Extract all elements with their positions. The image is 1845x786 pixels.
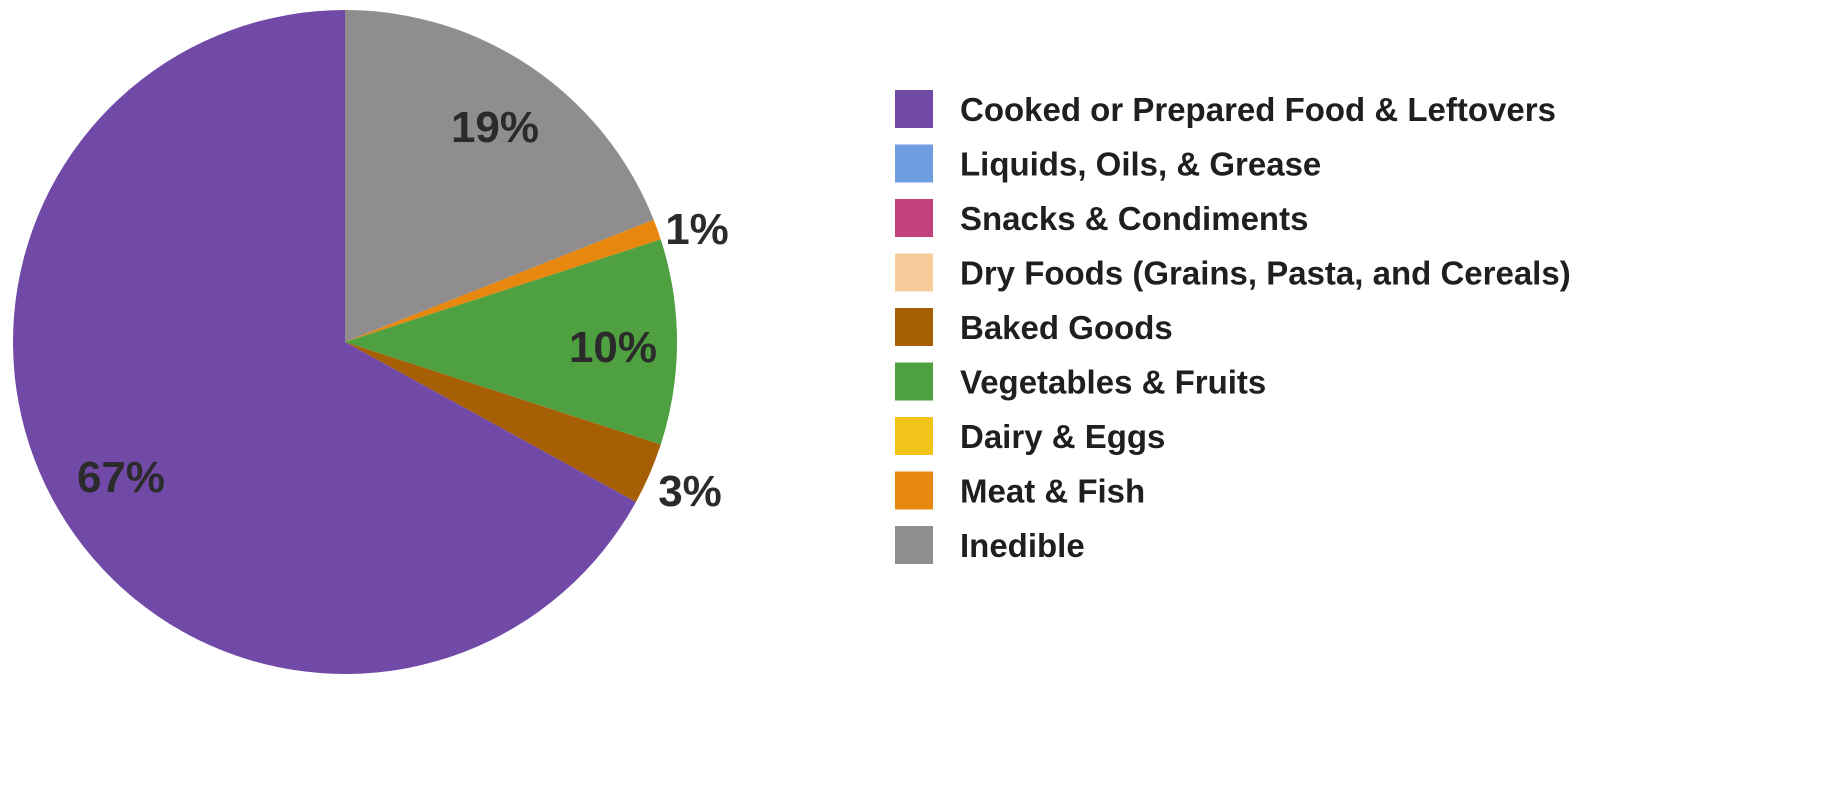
pie-slice-meat-fish <box>345 219 661 342</box>
slice-label-meat-fish: 1% <box>665 205 729 254</box>
legend-label: Liquids, Oils, & Grease <box>960 146 1321 183</box>
pie-slice-cooked-or-prepared-food-leftovers <box>12 10 636 674</box>
pie-slices <box>12 10 677 674</box>
legend-swatch <box>895 199 933 237</box>
legend-swatch <box>895 526 933 564</box>
legend-item-baked-goods: Baked Goods <box>895 308 1173 346</box>
pie-slice-inedible <box>345 10 654 342</box>
legend-item-meat-fish: Meat & Fish <box>895 471 1145 510</box>
slice-label-cooked-or-prepared-food-leftovers: 67% <box>77 453 165 502</box>
legend-label: Cooked or Prepared Food & Leftovers <box>960 91 1556 128</box>
legend-swatch <box>895 253 933 292</box>
slice-label-vegetables-fruits: 10% <box>569 323 657 372</box>
legend-item-inedible: Inedible <box>895 526 1085 564</box>
legend-label: Vegetables & Fruits <box>960 364 1266 401</box>
legend-swatch <box>895 417 933 455</box>
legend-item-dairy-eggs: Dairy & Eggs <box>895 417 1165 455</box>
legend-label: Dry Foods (Grains, Pasta, and Cereals) <box>960 255 1571 292</box>
legend-item-cooked-or-prepared-food-leftovers: Cooked or Prepared Food & Leftovers <box>895 90 1556 128</box>
slice-label-inedible: 19% <box>451 103 539 152</box>
legend-item-vegetables-fruits: Vegetables & Fruits <box>895 362 1266 401</box>
legend-swatch <box>895 308 933 346</box>
pie-slice-vegetables-fruits <box>345 239 677 445</box>
legend: Cooked or Prepared Food & Leftovers Liqui… <box>895 90 1571 564</box>
pie-slice-labels: 19% 1% 10% 3% 67% <box>77 103 729 516</box>
legend-label: Baked Goods <box>960 309 1173 346</box>
legend-item-dry-foods-grains-pasta-and-cereals: Dry Foods (Grains, Pasta, and Cereals) <box>895 253 1571 292</box>
legend-swatch <box>895 471 933 510</box>
legend-swatch <box>895 90 933 128</box>
legend-label: Snacks & Condiments <box>960 200 1308 237</box>
legend-label: Dairy & Eggs <box>960 418 1165 455</box>
legend-swatch <box>895 362 933 401</box>
legend-label: Inedible <box>960 527 1085 564</box>
legend-label: Meat & Fish <box>960 473 1145 510</box>
legend-item-liquids-oils-grease: Liquids, Oils, & Grease <box>895 144 1321 183</box>
legend-swatch <box>895 144 933 183</box>
pie-slice-baked-goods <box>345 342 661 502</box>
slice-label-baked-goods: 3% <box>658 467 722 516</box>
legend-item-snacks-condiments: Snacks & Condiments <box>895 199 1308 237</box>
